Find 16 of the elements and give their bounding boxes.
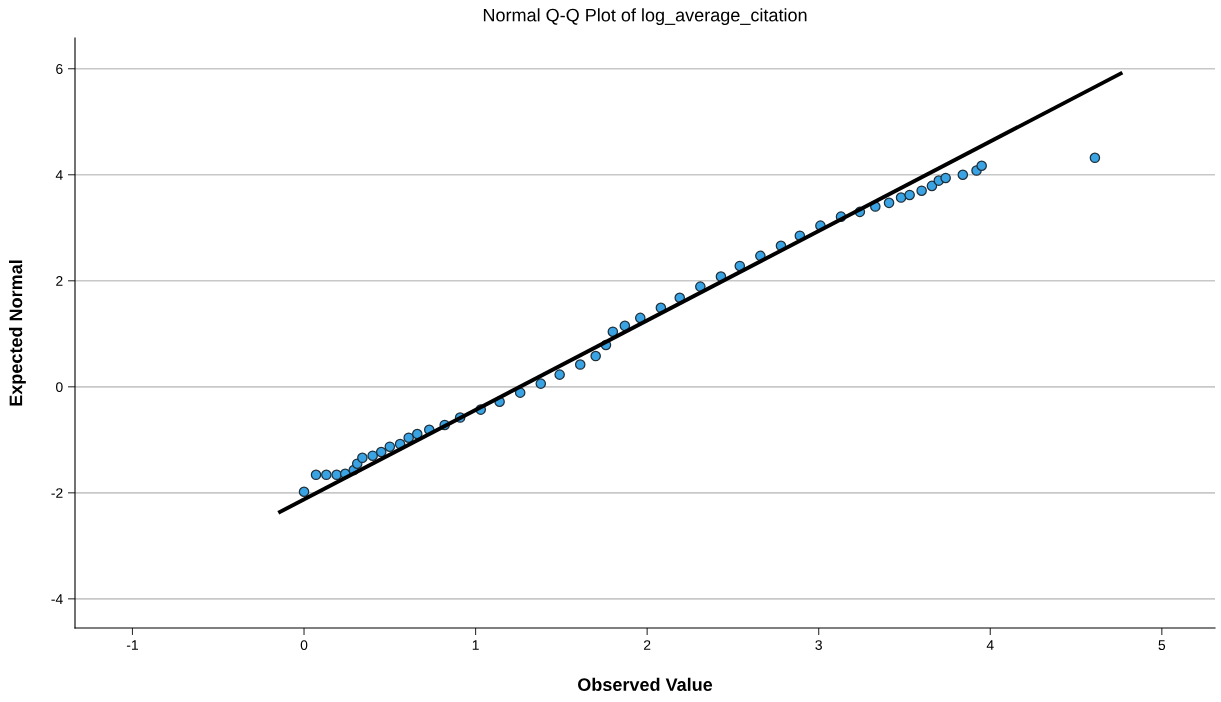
x-axis-title: Observed Value [578,677,713,692]
y-tick-label: -4 [51,594,63,604]
x-tick-label: 5 [1158,640,1166,651]
y-axis-title: Expected Normal [9,260,26,406]
chart-title: Normal Q-Q Plot of log_average_citation [483,8,807,26]
x-tick-label: 0 [300,640,308,651]
x-tick-label: 2 [643,640,651,650]
y-tick-label: 0 [56,382,63,392]
x-tick-label: 3 [815,640,822,651]
x-tick-label: 4 [986,640,994,650]
y-tick-label: 4 [55,170,63,180]
x-tick-label: -1 [126,640,138,650]
y-tick-label: 6 [56,64,63,74]
y-tick-label: 2 [56,276,63,286]
x-tick-label: 1 [472,640,479,650]
y-tick-label: -2 [51,488,63,498]
